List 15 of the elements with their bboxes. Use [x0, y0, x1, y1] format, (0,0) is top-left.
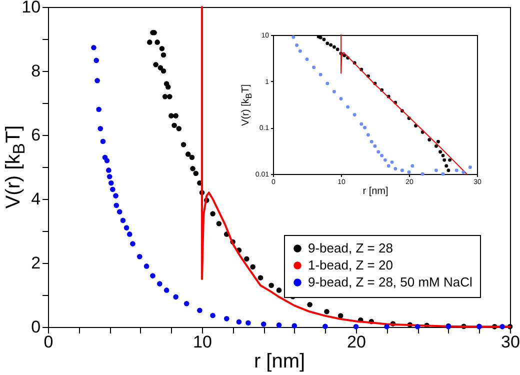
y-tick-label: 4: [31, 190, 41, 208]
y-tick-label: 2: [31, 254, 41, 272]
x-axis-title: r [nm]: [362, 186, 388, 197]
y-tick-label: 10: [22, 0, 41, 16]
x-tick-label: 20: [347, 332, 366, 352]
x-tick-label: 10: [193, 332, 212, 352]
y-tick-label: 8: [31, 62, 41, 80]
x-axis-title: r [nm]: [254, 350, 306, 372]
legend-label: 9-bead, Z = 28, 50 mM NaCl: [308, 274, 472, 290]
x-tick-label: 30: [501, 332, 520, 352]
y-tick-label: 6: [31, 126, 41, 144]
legend-label: 1-bead, Z = 20: [308, 258, 393, 272]
legend-label: 9-bead, Z = 28: [308, 240, 393, 256]
y-tick-label: 0: [31, 318, 41, 336]
x-tick-label: 0: [44, 332, 54, 352]
